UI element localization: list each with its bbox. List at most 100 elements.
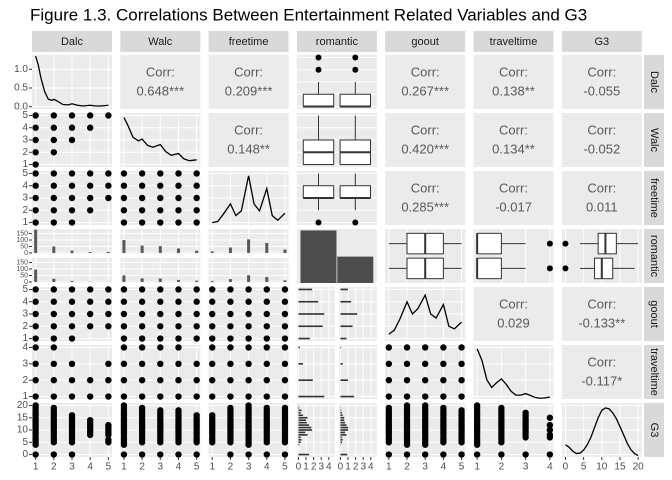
point [403, 451, 411, 458]
point [245, 310, 252, 318]
point [120, 298, 128, 305]
point [68, 194, 76, 202]
hist-bar [340, 325, 353, 328]
hist-bar [52, 246, 56, 253]
point [50, 112, 58, 119]
point [32, 149, 39, 156]
point [546, 426, 554, 434]
point [403, 393, 411, 400]
point [175, 407, 182, 414]
point [209, 286, 216, 293]
panel-background [208, 113, 289, 167]
hist-bar [298, 426, 312, 429]
point [50, 207, 58, 214]
hist-bar [298, 453, 310, 456]
point [245, 298, 252, 305]
point [50, 344, 58, 351]
point [120, 344, 128, 351]
hist-bar [122, 240, 126, 253]
y-tick-label: 4 [22, 122, 28, 133]
hist-bar [140, 278, 144, 282]
hist-bar [298, 395, 325, 398]
point [105, 112, 112, 119]
point [422, 344, 429, 351]
x-tick-label: 1 [33, 462, 39, 473]
row-strip-label: Walc [648, 128, 660, 153]
point [227, 393, 234, 400]
point [105, 286, 112, 293]
corr-value: 0.011 [586, 199, 618, 214]
point [32, 335, 39, 342]
panel-background [385, 171, 466, 225]
point [32, 112, 39, 119]
density-line [123, 117, 197, 162]
corr-value: 0.134** [492, 141, 535, 156]
hist-bar [298, 443, 300, 446]
panel-background [473, 55, 554, 109]
point [68, 393, 76, 400]
point [209, 360, 216, 368]
point [68, 124, 76, 131]
hist-bar [195, 250, 199, 253]
point [458, 451, 465, 458]
point [458, 393, 465, 400]
x-tick-label: 1 [474, 462, 480, 473]
hist-bar [228, 279, 232, 282]
box [597, 232, 617, 255]
bar [337, 256, 374, 283]
hist-bar [298, 313, 325, 315]
hist-bar [52, 278, 56, 282]
point [193, 393, 200, 400]
corr-value: 0.648*** [136, 83, 184, 98]
point [68, 376, 76, 384]
hist-bar [298, 300, 319, 303]
point [193, 182, 200, 189]
x-tick-label: 0 [338, 462, 344, 473]
point [422, 451, 429, 458]
corr-value: -0.133** [578, 315, 625, 330]
y-tick-label: 4 [22, 342, 28, 353]
corr-value: 0.029 [497, 315, 530, 330]
point [281, 344, 289, 351]
point [105, 393, 112, 400]
row-strip-label: freetime [648, 178, 660, 218]
point [50, 393, 58, 400]
box [476, 232, 502, 255]
hist-bar [340, 313, 358, 315]
point [175, 393, 182, 400]
bar [300, 230, 337, 283]
hist-bar [340, 429, 349, 431]
y-tick-label: 100 [16, 266, 28, 273]
point [281, 286, 289, 293]
point [32, 344, 39, 351]
hist-bar [210, 281, 214, 282]
y-tick-label: 3 [22, 193, 28, 204]
point [263, 393, 270, 400]
point [193, 207, 200, 214]
x-tick-label: 4 [87, 462, 93, 473]
point [227, 376, 234, 384]
y-tick-label: 2 [22, 321, 28, 332]
row-strip [644, 287, 664, 341]
point [175, 376, 182, 384]
panel-background [208, 55, 289, 109]
x-tick-label: 4 [326, 462, 332, 473]
corr-value: 0.420*** [401, 141, 449, 156]
point [458, 407, 465, 414]
hist-bar [265, 277, 269, 282]
hist-bar [298, 429, 313, 431]
y-tick-label: 0.5 [14, 83, 28, 94]
x-tick-label: 4 [547, 462, 553, 473]
hist-bar [70, 250, 74, 253]
y-tick-label: 10 [17, 425, 29, 436]
point [50, 136, 58, 144]
hist-bar [340, 416, 345, 419]
point [281, 451, 289, 458]
point [263, 451, 270, 458]
hist-bar [70, 280, 74, 282]
hist-bar [340, 337, 347, 340]
point [138, 182, 146, 189]
point [68, 310, 76, 318]
hist-bar [340, 453, 348, 456]
hist-bar [340, 441, 342, 444]
